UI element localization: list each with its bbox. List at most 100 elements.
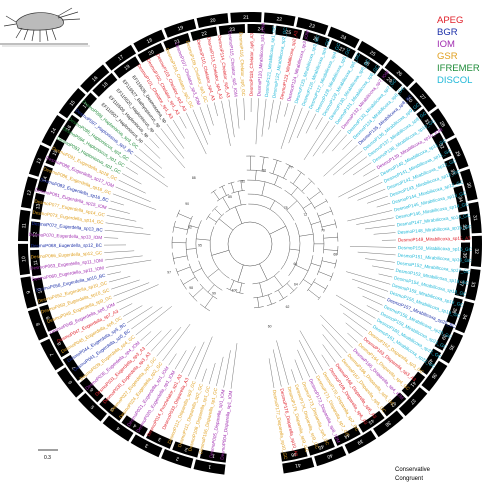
clade-connector bbox=[192, 268, 202, 274]
clade-arc bbox=[199, 283, 218, 300]
outer-ring-segment-number: 18 bbox=[146, 37, 154, 45]
outer-ring-segment bbox=[78, 392, 107, 422]
outer-ring-segment-number: 31 bbox=[471, 215, 478, 221]
inner-ring-segment bbox=[36, 165, 53, 193]
outer-ring-segment bbox=[133, 29, 166, 53]
outer-ring-segment-number: 25 bbox=[368, 50, 376, 58]
clade-connector bbox=[292, 172, 302, 185]
clade-connector bbox=[259, 282, 264, 297]
inner-ring-segment-number: 15 bbox=[52, 149, 60, 157]
bootstrap-value: 95 bbox=[198, 243, 202, 247]
inner-ring-segment bbox=[358, 410, 385, 433]
inner-ring-segment bbox=[453, 185, 468, 213]
clade-connector bbox=[208, 216, 217, 223]
leaf-branch bbox=[106, 215, 137, 222]
outer-ring-segment bbox=[454, 300, 475, 334]
clade-arc bbox=[180, 279, 187, 290]
clade-connector bbox=[299, 233, 314, 237]
inner-ring-segment-number: 38 bbox=[450, 307, 457, 314]
outer-ring-segment-number: 20 bbox=[210, 17, 217, 24]
bootstrap-value: 70 bbox=[321, 229, 325, 233]
inner-ring-segment bbox=[302, 30, 330, 48]
clade-stem bbox=[218, 218, 234, 231]
outer-ring-segment-number: 30 bbox=[465, 182, 472, 189]
leaf-branch bbox=[345, 322, 363, 337]
leaf-branch bbox=[323, 144, 358, 177]
clade-arc bbox=[248, 203, 291, 270]
clade-arc bbox=[214, 213, 225, 225]
inner-ring-segment bbox=[31, 192, 45, 220]
outer-ring-segment-number: 27 bbox=[418, 93, 426, 101]
outer-ring-segment-number: 26 bbox=[395, 70, 403, 78]
clade-arc bbox=[266, 302, 277, 306]
inner-ring-segment bbox=[32, 277, 48, 305]
leaf-branch bbox=[321, 324, 348, 354]
clade-connector bbox=[257, 297, 260, 308]
bootstrap-value: 88 bbox=[192, 176, 196, 180]
clade-arc bbox=[252, 270, 280, 285]
leaf-branch bbox=[303, 121, 330, 160]
leaf-branch bbox=[223, 350, 231, 388]
clade-connector bbox=[221, 186, 227, 196]
leaf-branch bbox=[135, 306, 172, 336]
clade-connector bbox=[214, 208, 222, 216]
outer-ring-segment-number: 14 bbox=[50, 127, 58, 135]
leaf-branch bbox=[156, 326, 182, 357]
outer-ring-segment bbox=[27, 308, 49, 341]
leaf-branch bbox=[378, 273, 393, 278]
bootstrap-value: 60 bbox=[268, 325, 272, 329]
legend-item-iom: IOM bbox=[437, 39, 455, 50]
leaf-branch bbox=[144, 143, 161, 159]
inner-ring-segment bbox=[454, 270, 469, 298]
inner-ring-segment-number: 17 bbox=[82, 101, 90, 109]
leaf-branch bbox=[168, 353, 177, 366]
leaf-label: DesmoP151_Mirabilicoxa_sp16_GC bbox=[397, 253, 472, 264]
legend-item-ifremer: IFREMER bbox=[437, 63, 480, 74]
outer-ring-segment bbox=[421, 360, 448, 392]
clade-connector bbox=[230, 182, 235, 193]
clade-arc bbox=[175, 268, 179, 276]
outer-ring-segment-number: 24 bbox=[339, 34, 347, 42]
clade-connector bbox=[310, 263, 321, 267]
clade-arc bbox=[317, 296, 321, 301]
clade-arc bbox=[176, 209, 181, 218]
clade-arc bbox=[325, 198, 328, 203]
outer-ring-segment-number: 36 bbox=[430, 372, 438, 380]
inner-ring-segment-number: 12 bbox=[32, 232, 38, 238]
bootstrap-value: 66 bbox=[293, 262, 297, 266]
inner-ring-segment-number: 7 bbox=[71, 364, 78, 370]
leaf-branch bbox=[122, 173, 142, 185]
clade-arc bbox=[259, 156, 269, 159]
inner-ring-segment-number: 18 bbox=[101, 81, 109, 89]
clade-connector bbox=[322, 260, 336, 265]
inner-ring-segment bbox=[444, 158, 462, 186]
leaf-branch bbox=[140, 331, 152, 341]
clade-arc bbox=[329, 272, 334, 282]
clade-arc bbox=[337, 232, 339, 242]
clade-connector bbox=[240, 180, 243, 191]
outer-ring-segment-number: 3 bbox=[144, 442, 149, 449]
bootstrap-labels: 100 99 98 97 95 92 90 88 85 82 80 77 75 72 70 68 66 64 62 6… bbox=[167, 165, 337, 328]
outer-ring-segment bbox=[18, 243, 31, 276]
leaf-branch bbox=[108, 276, 131, 283]
inner-ring-segment bbox=[333, 426, 361, 446]
clade-connector bbox=[222, 197, 230, 210]
inner-ring-segment-number: 31 bbox=[423, 118, 431, 126]
leaf-branch bbox=[343, 312, 368, 332]
clade-stem bbox=[211, 250, 229, 256]
leaf-branch bbox=[162, 323, 191, 362]
leaf-branch bbox=[272, 349, 282, 387]
leaf-label: DesmoP120_Mirabilicoxa_sp1_IOM bbox=[256, 23, 265, 97]
outer-ring-segment bbox=[102, 415, 134, 442]
inner-ring-segment bbox=[431, 132, 452, 160]
clade-connector bbox=[321, 223, 336, 228]
leaf-label: DesmoP116_Chelator_sp6_GC bbox=[238, 32, 246, 97]
phylogenetic-tree bbox=[104, 98, 396, 389]
clade-arc bbox=[334, 259, 337, 269]
inner-ring-segment bbox=[434, 323, 454, 351]
leaf-branch bbox=[115, 186, 151, 202]
leaf-branch bbox=[108, 207, 130, 214]
clade-arc bbox=[211, 205, 218, 212]
outer-ring-segment-number: 40 bbox=[326, 452, 334, 460]
clade-connector bbox=[272, 160, 278, 174]
